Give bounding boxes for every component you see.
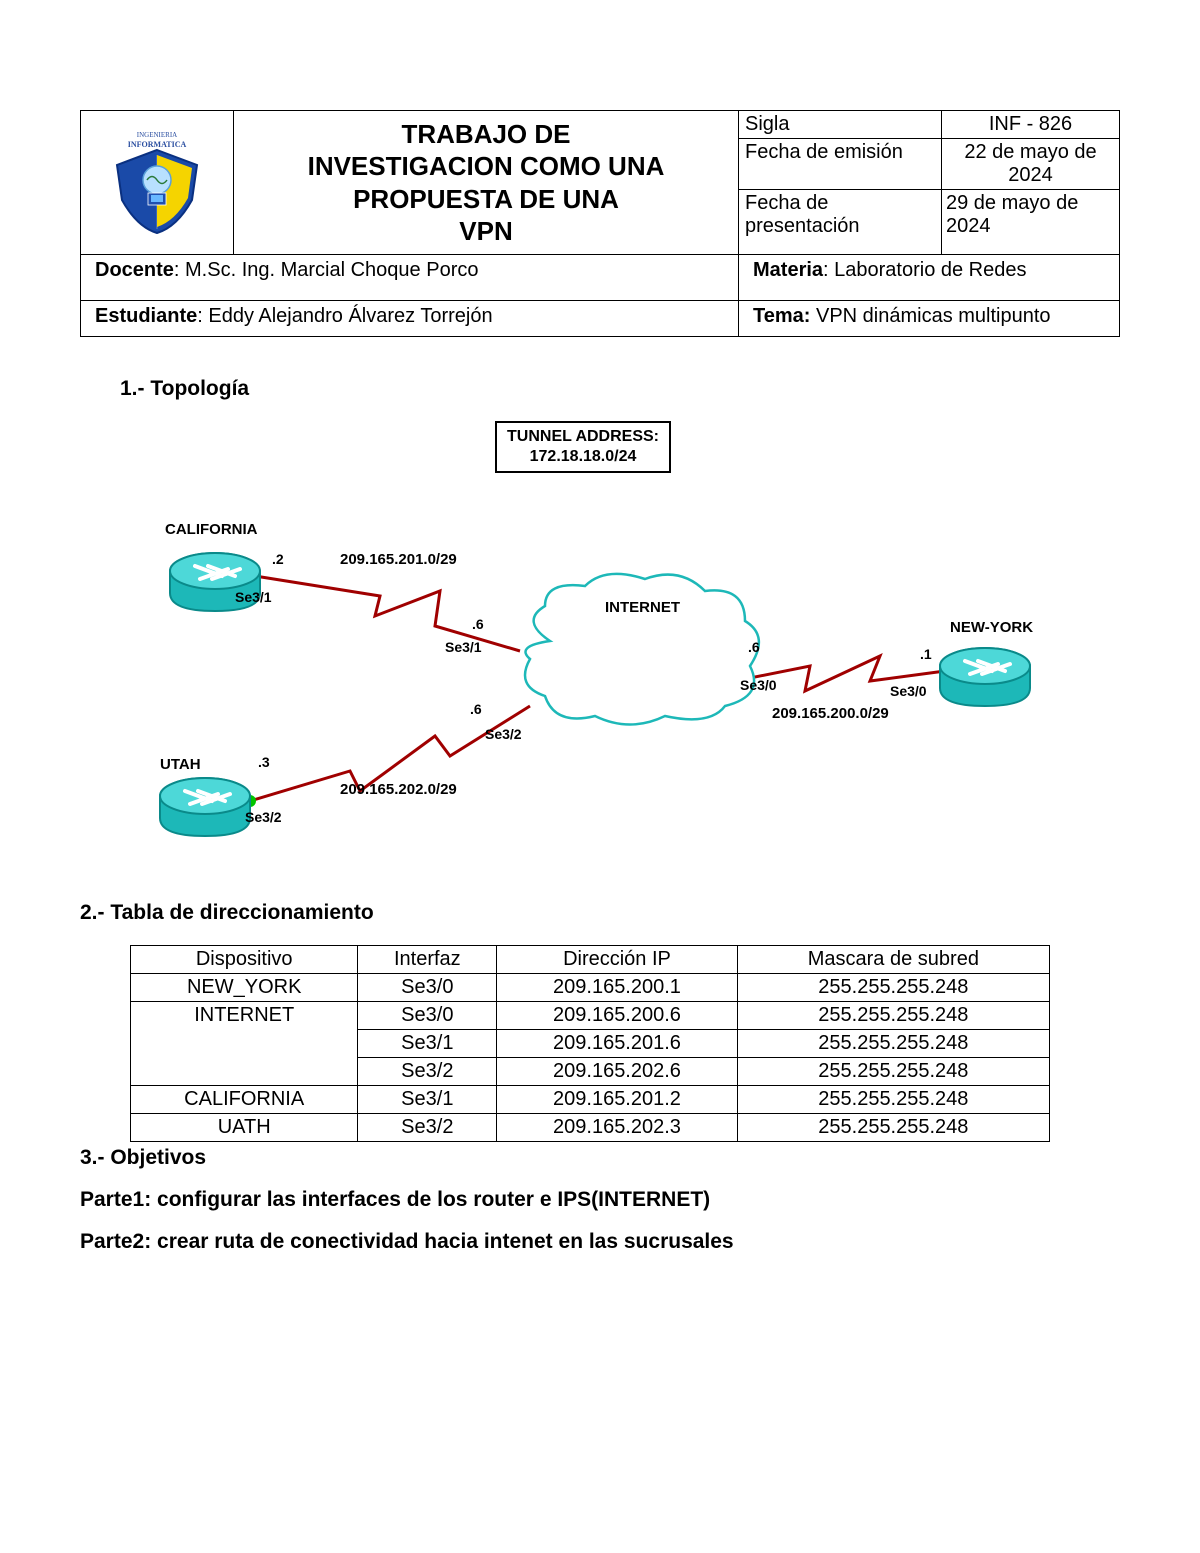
materia-label: Materia bbox=[753, 259, 823, 281]
cal-if: Se3/1 bbox=[235, 589, 272, 605]
net-cal: 209.165.201.0/29 bbox=[340, 551, 457, 568]
sigla-value: INF - 826 bbox=[942, 111, 1120, 139]
title-line2: INVESTIGACION COMO UNA bbox=[308, 151, 665, 181]
internet-se31-host: .6 bbox=[472, 616, 484, 632]
title-line1: TRABAJO DE bbox=[401, 119, 570, 149]
cell: 255.255.255.248 bbox=[737, 1086, 1049, 1114]
utah-host: .3 bbox=[258, 754, 270, 770]
fecha-presentacion-label: Fecha de presentación bbox=[739, 190, 942, 255]
cell: Se3/2 bbox=[358, 1058, 497, 1086]
utah-if: Se3/2 bbox=[245, 809, 282, 825]
table-header-row: Dispositivo Interfaz Dirección IP Mascar… bbox=[131, 946, 1050, 974]
internet-se32: Se3/2 bbox=[485, 726, 522, 742]
cell: INTERNET bbox=[131, 1002, 358, 1030]
table-row: INTERNET Se3/0 209.165.200.6 255.255.255… bbox=[131, 1002, 1050, 1030]
logo-shield-icon: INGENIERIA INFORMATICA bbox=[102, 125, 212, 235]
ny-host: .1 bbox=[920, 646, 932, 662]
label-internet: INTERNET bbox=[605, 599, 680, 616]
col-interfaz: Interfaz bbox=[358, 946, 497, 974]
svg-text:INGENIERIA: INGENIERIA bbox=[137, 131, 177, 139]
docente-cell: Docente: M.Sc. Ing. Marcial Choque Porco bbox=[81, 255, 739, 301]
heading-topologia: 1.- Topología bbox=[120, 377, 1120, 401]
materia-cell: Materia: Laboratorio de Redes bbox=[739, 255, 1120, 301]
heading-objetivos: 3.- Objetivos bbox=[80, 1146, 1120, 1170]
cell: Se3/0 bbox=[358, 1002, 497, 1030]
topology-svg bbox=[150, 421, 1050, 861]
internet-se32-host: .6 bbox=[470, 701, 482, 717]
col-direccion: Dirección IP bbox=[497, 946, 737, 974]
col-mascara: Mascara de subred bbox=[737, 946, 1049, 974]
fecha-emision-label: Fecha de emisión bbox=[739, 139, 942, 190]
label-newyork: NEW-YORK bbox=[950, 619, 1033, 636]
cell: CALIFORNIA bbox=[131, 1086, 358, 1114]
router-newyork-icon bbox=[940, 648, 1030, 706]
internet-cloud-icon bbox=[525, 574, 759, 725]
net-utah: 209.165.202.0/29 bbox=[340, 781, 457, 798]
cell: 255.255.255.248 bbox=[737, 1030, 1049, 1058]
tema-value: VPN dinámicas multipunto bbox=[810, 305, 1050, 327]
sigla-label: Sigla bbox=[739, 111, 942, 139]
cell: 255.255.255.248 bbox=[737, 1114, 1049, 1142]
cell: 255.255.255.248 bbox=[737, 974, 1049, 1002]
ny-if: Se3/0 bbox=[890, 683, 927, 699]
cell-empty bbox=[131, 1058, 358, 1086]
table-row: NEW_YORK Se3/0 209.165.200.1 255.255.255… bbox=[131, 974, 1050, 1002]
addressing-table: Dispositivo Interfaz Dirección IP Mascar… bbox=[130, 945, 1050, 1142]
tema-cell: Tema: VPN dinámicas multipunto bbox=[739, 301, 1120, 337]
router-utah-icon bbox=[160, 778, 250, 836]
docente-label: Docente bbox=[95, 259, 174, 281]
tema-label: Tema: bbox=[753, 305, 810, 327]
cell: 209.165.201.6 bbox=[497, 1030, 737, 1058]
cell: Se3/1 bbox=[358, 1030, 497, 1058]
topology-diagram: TUNNEL ADDRESS: 172.18.18.0/24 bbox=[150, 421, 1050, 861]
cell: 209.165.201.2 bbox=[497, 1086, 737, 1114]
fecha-emision-value: 22 de mayo de 2024 bbox=[942, 139, 1120, 190]
internet-se30-host: .6 bbox=[748, 639, 760, 655]
estudiante-value: : Eddy Alejandro Álvarez Torrejón bbox=[197, 305, 492, 327]
cell: Se3/1 bbox=[358, 1086, 497, 1114]
title-line3: PROPUESTA DE UNA bbox=[353, 184, 619, 214]
table-row: Se3/2 209.165.202.6 255.255.255.248 bbox=[131, 1058, 1050, 1086]
cell: 209.165.200.1 bbox=[497, 974, 737, 1002]
cell: Se3/0 bbox=[358, 974, 497, 1002]
estudiante-cell: Estudiante: Eddy Alejandro Álvarez Torre… bbox=[81, 301, 739, 337]
cell: 209.165.202.6 bbox=[497, 1058, 737, 1086]
cell: UATH bbox=[131, 1114, 358, 1142]
svg-text:INFORMATICA: INFORMATICA bbox=[128, 140, 187, 149]
cell: 255.255.255.248 bbox=[737, 1058, 1049, 1086]
heading-tabla: 2.- Tabla de direccionamiento bbox=[80, 901, 1120, 925]
cell-empty bbox=[131, 1030, 358, 1058]
parte2-text: Parte2: crear ruta de conectividad hacia… bbox=[80, 1230, 1120, 1254]
cell: Se3/2 bbox=[358, 1114, 497, 1142]
label-california: CALIFORNIA bbox=[165, 521, 258, 538]
table-row: UATH Se3/2 209.165.202.3 255.255.255.248 bbox=[131, 1114, 1050, 1142]
cell: NEW_YORK bbox=[131, 974, 358, 1002]
docente-value: : M.Sc. Ing. Marcial Choque Porco bbox=[174, 259, 479, 281]
label-utah: UTAH bbox=[160, 756, 201, 773]
parte1-text: Parte1: configurar las interfaces de los… bbox=[80, 1188, 1120, 1212]
estudiante-label: Estudiante bbox=[95, 305, 197, 327]
logo-cell: INGENIERIA INFORMATICA bbox=[81, 111, 234, 255]
table-row: Se3/1 209.165.201.6 255.255.255.248 bbox=[131, 1030, 1050, 1058]
title-line4: VPN bbox=[459, 216, 512, 246]
internet-se30: Se3/0 bbox=[740, 677, 777, 693]
internet-se31: Se3/1 bbox=[445, 639, 482, 655]
header-title: TRABAJO DE INVESTIGACION COMO UNA PROPUE… bbox=[234, 111, 739, 255]
cell: 209.165.202.3 bbox=[497, 1114, 737, 1142]
table-row: CALIFORNIA Se3/1 209.165.201.2 255.255.2… bbox=[131, 1086, 1050, 1114]
header-table: INGENIERIA INFORMATICA TRABAJO DE INVEST… bbox=[80, 110, 1120, 337]
col-dispositivo: Dispositivo bbox=[131, 946, 358, 974]
cell: 255.255.255.248 bbox=[737, 1002, 1049, 1030]
materia-value: : Laboratorio de Redes bbox=[823, 259, 1026, 281]
cal-host: .2 bbox=[272, 551, 284, 567]
cell: 209.165.200.6 bbox=[497, 1002, 737, 1030]
document-page: INGENIERIA INFORMATICA TRABAJO DE INVEST… bbox=[0, 0, 1200, 1332]
net-ny: 209.165.200.0/29 bbox=[772, 705, 889, 722]
fecha-presentacion-value: 29 de mayo de 2024 bbox=[942, 190, 1120, 255]
